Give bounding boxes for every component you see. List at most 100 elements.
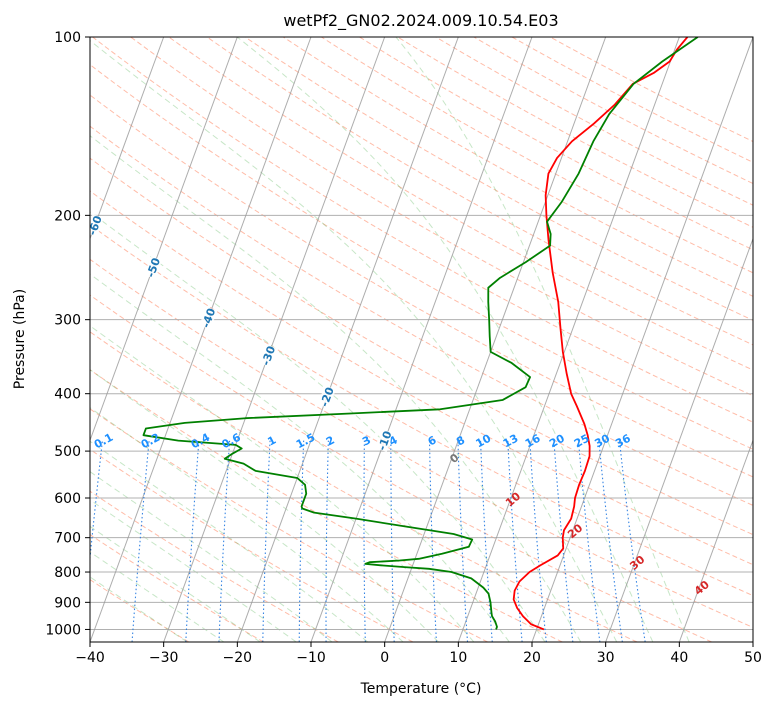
isotherm-line (90, 37, 312, 642)
isotherm-line (236, 37, 459, 642)
y-axis-ticks: 100 200 300 400 500 600 700 800 900 1000 (45, 30, 90, 638)
moist-adiabat-line (90, 325, 475, 642)
plot-area: -100-90-80-70-60-50-40-30-20-100.10.20.4… (90, 37, 753, 642)
moist-adiabat-line (90, 39, 618, 642)
dry-adiabat-line (90, 294, 712, 642)
isotherm-label: -10 (376, 429, 395, 452)
mixing-ratio-label: 13 (501, 432, 521, 451)
y-axis-label: Pressure (hPa) (12, 289, 28, 389)
mixing-ratio-line (428, 440, 437, 642)
mixing-ratio-label: 20 (547, 432, 567, 451)
moist-adiabat-line (90, 525, 261, 642)
chart-title: wetPf2_GN02.2024.009.10.54.E03 (283, 11, 558, 31)
x-tick-label: 10 (449, 650, 467, 666)
x-tick-label: 0 (380, 650, 389, 666)
moist-adiabats (90, 37, 690, 642)
isotherm-line (310, 37, 533, 642)
isotherm-label-bg (259, 344, 278, 368)
moist-adiabat-line (90, 576, 188, 642)
isotherm-label-bg (317, 385, 336, 409)
x-axis-label: Temperature (°C) (360, 681, 482, 697)
dry-adiabats (90, 37, 753, 642)
isotherm-line (163, 37, 386, 642)
moist-adiabat-line (90, 440, 368, 642)
line-labels: -100-90-80-70-60-50-40-30-20-100.10.20.4… (90, 214, 712, 598)
dry-adiabat-line (90, 369, 563, 642)
plot-frame (89, 36, 754, 643)
moist-adiabat-line (236, 37, 654, 642)
mixing-ratio-line (185, 440, 200, 642)
isotherm-label-bg (375, 429, 394, 453)
moist-adiabat-line (90, 369, 439, 642)
mixing-ratio-label: 36 (613, 432, 633, 451)
moist-adiabat-line (90, 273, 510, 642)
mixing-ratio-label: 25 (572, 432, 592, 451)
isotherms (90, 37, 753, 642)
dry-adiabat-line (90, 331, 638, 642)
profile-series (142, 37, 699, 631)
mixing-ratio-line (529, 440, 547, 642)
y-tick-label: 600 (54, 491, 81, 507)
x-tick-label: −40 (75, 650, 105, 666)
mixing-ratio-lines (90, 440, 646, 642)
isotherm-line (457, 37, 680, 642)
y-tick-label: 900 (54, 595, 81, 611)
y-tick-label: 700 (54, 531, 81, 547)
y-tick-label: 400 (54, 387, 81, 403)
mixing-ratio-label: 16 (523, 432, 543, 451)
dry-adiabat-line (92, 37, 753, 423)
dry-adiabat-line (90, 224, 753, 597)
mixing-ratio-line (553, 440, 574, 642)
y-tick-label: 800 (54, 565, 81, 581)
mixing-ratio-line (457, 440, 469, 642)
profile-line (512, 37, 689, 631)
mixing-ratio-line (507, 440, 523, 642)
x-tick-label: 50 (744, 650, 762, 666)
isotherm-line (678, 438, 753, 642)
isotherm-line (384, 37, 607, 642)
mixing-ratio-line (577, 440, 601, 642)
mixing-ratio-label: 10 (474, 432, 494, 451)
isotherm-line (90, 37, 238, 442)
x-tick-label: −10 (296, 650, 326, 666)
mixing-ratio-line (218, 440, 231, 642)
profile-line (142, 37, 699, 630)
isotherm-label-bg (144, 256, 163, 280)
mixing-ratio-line (325, 440, 329, 642)
moist-adiabat-line (90, 499, 297, 642)
dry-adiabat-line (282, 37, 753, 297)
moist-adiabat-line (90, 407, 404, 642)
x-tick-label: −30 (149, 650, 179, 666)
y-tick-label: 1000 (45, 622, 81, 638)
y-tick-label: 500 (54, 444, 81, 460)
dry-adiabat-line (90, 94, 753, 478)
x-tick-label: 30 (597, 650, 615, 666)
mixing-ratio-line (480, 440, 493, 642)
mixing-ratio-line (262, 440, 271, 642)
mixing-ratio-line (598, 440, 623, 642)
x-tick-label: 20 (523, 650, 541, 666)
mixing-ratio-label: 30 (592, 432, 612, 451)
isotherm-line (605, 237, 753, 642)
moist-adiabat-line (90, 471, 333, 642)
moist-adiabat-line (90, 551, 225, 642)
isotherm-label: -30 (259, 344, 278, 367)
x-tick-label: 40 (670, 650, 688, 666)
x-tick-label: −20 (223, 650, 253, 666)
mixing-ratio-line (131, 440, 150, 642)
dry-adiabat-line (90, 64, 753, 450)
mixing-ratio-line (390, 440, 395, 642)
y-tick-label: 300 (54, 313, 81, 329)
dry-adiabat-line (90, 534, 264, 642)
pressure-gridlines (90, 37, 753, 630)
moist-adiabat-line (90, 211, 546, 642)
moist-adiabat-line (395, 37, 690, 642)
dry-adiabat-line (90, 125, 753, 506)
mixing-ratio-line (618, 440, 646, 642)
isotherm-line (531, 37, 753, 642)
mixing-ratio-line (363, 440, 366, 642)
y-tick-label: 100 (54, 30, 81, 46)
isotherm-line (90, 37, 165, 241)
isotherm-label-bg (199, 306, 218, 330)
